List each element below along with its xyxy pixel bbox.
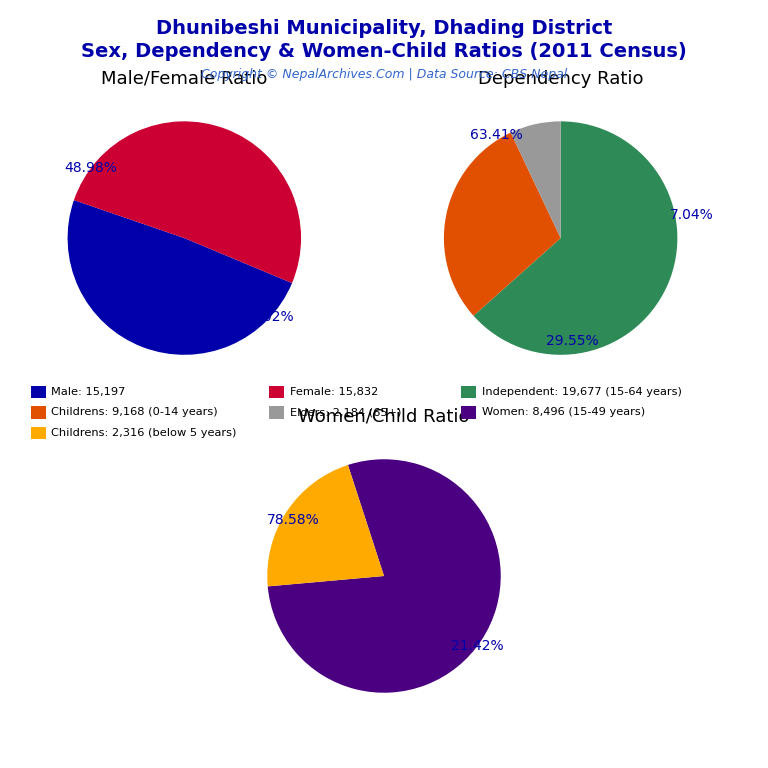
Text: 63.41%: 63.41%	[470, 128, 523, 142]
Text: Childrens: 2,316 (below 5 years): Childrens: 2,316 (below 5 years)	[51, 428, 237, 439]
Wedge shape	[74, 121, 301, 283]
Text: Dhunibeshi Municipality, Dhading District: Dhunibeshi Municipality, Dhading Distric…	[156, 19, 612, 38]
Text: Elders: 2,184 (65+): Elders: 2,184 (65+)	[290, 407, 401, 418]
Wedge shape	[474, 121, 677, 355]
Text: 51.02%: 51.02%	[242, 310, 295, 324]
Wedge shape	[511, 121, 561, 238]
Text: Sex, Dependency & Women-Child Ratios (2011 Census): Sex, Dependency & Women-Child Ratios (20…	[81, 42, 687, 61]
Text: 7.04%: 7.04%	[670, 207, 713, 222]
Text: Women: 8,496 (15-49 years): Women: 8,496 (15-49 years)	[482, 407, 644, 418]
Title: Dependency Ratio: Dependency Ratio	[478, 70, 644, 88]
Title: Women/Child Ratio: Women/Child Ratio	[298, 408, 470, 425]
Text: 78.58%: 78.58%	[266, 513, 319, 527]
Text: 29.55%: 29.55%	[546, 334, 598, 348]
Wedge shape	[268, 459, 501, 693]
Wedge shape	[68, 200, 292, 355]
Title: Male/Female Ratio: Male/Female Ratio	[101, 70, 267, 88]
Text: Independent: 19,677 (15-64 years): Independent: 19,677 (15-64 years)	[482, 386, 681, 397]
Text: 48.98%: 48.98%	[65, 161, 118, 175]
Text: Childrens: 9,168 (0-14 years): Childrens: 9,168 (0-14 years)	[51, 407, 218, 418]
Wedge shape	[267, 465, 384, 587]
Text: Copyright © NepalArchives.Com | Data Source: CBS Nepal: Copyright © NepalArchives.Com | Data Sou…	[201, 68, 567, 81]
Wedge shape	[444, 133, 561, 316]
Text: Female: 15,832: Female: 15,832	[290, 386, 378, 397]
Text: 21.42%: 21.42%	[451, 639, 504, 653]
Text: Male: 15,197: Male: 15,197	[51, 386, 126, 397]
